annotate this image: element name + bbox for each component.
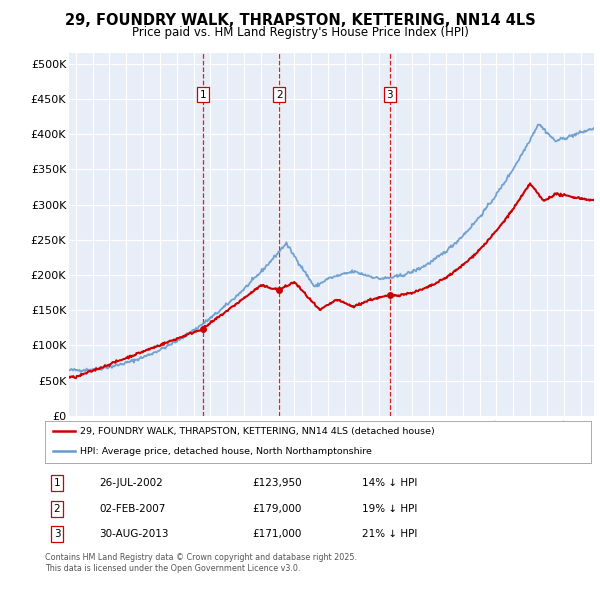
Text: £171,000: £171,000 — [253, 529, 302, 539]
Text: Contains HM Land Registry data © Crown copyright and database right 2025.
This d: Contains HM Land Registry data © Crown c… — [45, 553, 357, 573]
Text: 29, FOUNDRY WALK, THRAPSTON, KETTERING, NN14 4LS: 29, FOUNDRY WALK, THRAPSTON, KETTERING, … — [65, 13, 535, 28]
Text: £179,000: £179,000 — [253, 504, 302, 514]
Text: Price paid vs. HM Land Registry's House Price Index (HPI): Price paid vs. HM Land Registry's House … — [131, 26, 469, 39]
Text: 3: 3 — [386, 90, 393, 100]
Text: 2: 2 — [53, 504, 61, 514]
Text: 02-FEB-2007: 02-FEB-2007 — [100, 504, 166, 514]
Text: 14% ↓ HPI: 14% ↓ HPI — [362, 478, 417, 489]
Text: 19% ↓ HPI: 19% ↓ HPI — [362, 504, 417, 514]
Text: 1: 1 — [200, 90, 206, 100]
Text: 2: 2 — [276, 90, 283, 100]
Text: HPI: Average price, detached house, North Northamptonshire: HPI: Average price, detached house, Nort… — [80, 447, 373, 455]
Text: 26-JUL-2002: 26-JUL-2002 — [100, 478, 163, 489]
Text: 1: 1 — [53, 478, 61, 489]
Text: 30-AUG-2013: 30-AUG-2013 — [100, 529, 169, 539]
Text: 21% ↓ HPI: 21% ↓ HPI — [362, 529, 417, 539]
Text: 29, FOUNDRY WALK, THRAPSTON, KETTERING, NN14 4LS (detached house): 29, FOUNDRY WALK, THRAPSTON, KETTERING, … — [80, 427, 435, 436]
Text: 3: 3 — [53, 529, 61, 539]
Text: £123,950: £123,950 — [253, 478, 302, 489]
